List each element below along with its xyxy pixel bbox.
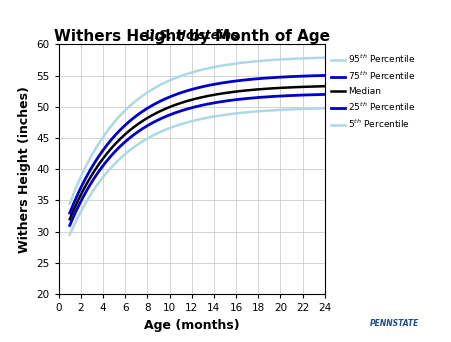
25th Percentile [298, 93, 304, 97]
5th Percentile [219, 113, 224, 117]
Text: PENNSTATE: PENNSTATE [370, 319, 419, 328]
5th Percentile [322, 106, 327, 110]
Line: 75th Percentile: 75th Percentile [70, 76, 325, 213]
25th Percentile [322, 92, 327, 96]
75th Percentile [67, 211, 73, 215]
75th Percentile [218, 81, 223, 85]
95th Percentile [223, 63, 229, 67]
75th Percentile [282, 75, 287, 79]
25th Percentile [219, 100, 224, 104]
Legend: 95$^{th}$ Percentile, 75$^{th}$ Percentile, Median, 25$^{th}$ Percentile, 5$^{th: 95$^{th}$ Percentile, 75$^{th}$ Percenti… [327, 50, 419, 133]
Median [282, 86, 287, 90]
Y-axis label: Withers Height (inches): Withers Height (inches) [18, 86, 31, 253]
Line: 5th Percentile: 5th Percentile [70, 108, 325, 235]
95th Percentile [322, 56, 327, 60]
Median [67, 217, 73, 221]
X-axis label: Age (months): Age (months) [144, 319, 239, 332]
95th Percentile [219, 64, 224, 68]
Line: 95th Percentile: 95th Percentile [70, 58, 325, 203]
95th Percentile [68, 199, 73, 203]
5th Percentile [218, 113, 223, 117]
5th Percentile [67, 233, 73, 237]
5th Percentile [223, 113, 229, 117]
25th Percentile [223, 99, 229, 103]
5th Percentile [282, 108, 287, 112]
Median [223, 91, 229, 95]
95th Percentile [67, 201, 73, 206]
5th Percentile [298, 107, 304, 111]
Median [298, 85, 304, 89]
75th Percentile [322, 74, 327, 78]
95th Percentile [282, 57, 287, 61]
5th Percentile [68, 231, 73, 235]
25th Percentile [67, 223, 73, 227]
Text: U.S. Holsteins: U.S. Holsteins [145, 29, 238, 42]
75th Percentile [223, 80, 229, 84]
Line: Median: Median [70, 86, 325, 219]
Line: 25th Percentile: 25th Percentile [70, 94, 325, 225]
25th Percentile [218, 100, 223, 104]
Title: Withers Height by Month of Age: Withers Height by Month of Age [54, 29, 330, 44]
Median [218, 92, 223, 96]
75th Percentile [298, 74, 304, 78]
75th Percentile [68, 209, 73, 213]
95th Percentile [218, 64, 223, 68]
Median [219, 92, 224, 96]
25th Percentile [68, 221, 73, 225]
75th Percentile [219, 81, 224, 85]
95th Percentile [298, 56, 304, 61]
Median [322, 84, 327, 88]
25th Percentile [282, 94, 287, 98]
Median [68, 215, 73, 219]
